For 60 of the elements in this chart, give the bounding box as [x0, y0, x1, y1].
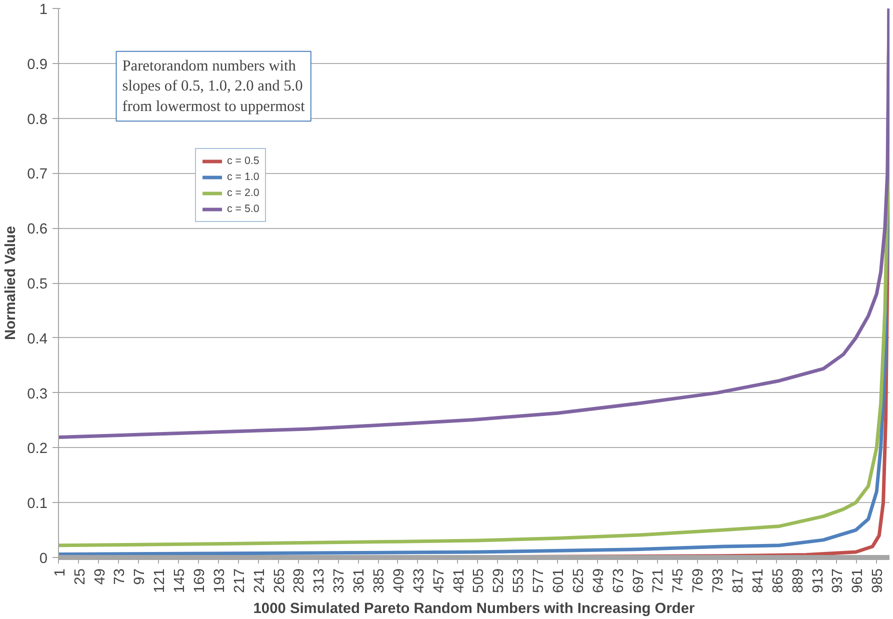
x-tick-label: 601	[551, 568, 568, 593]
x-tick-label: 841	[750, 568, 766, 593]
x-tick-label: 913	[810, 568, 826, 593]
legend-label: c = 1.0	[227, 171, 260, 183]
x-axis-title: 1000 Simulated Pareto Random Numbers with Increasing Order	[253, 600, 696, 617]
x-tick-label: 529	[491, 568, 508, 593]
legend-label: c = 0.5	[227, 155, 260, 167]
x-tick-label: 769	[690, 568, 707, 593]
legend-label: c = 5.0	[227, 203, 260, 215]
x-tick-label: 73	[112, 568, 128, 585]
x-tick-label: 553	[511, 568, 528, 593]
x-tick-label: 193	[212, 568, 228, 593]
x-tick-label: 121	[152, 568, 168, 593]
x-tick-label: 25	[72, 568, 88, 585]
x-tick-label: 289	[292, 568, 308, 593]
y-tick-label: 0.4	[27, 331, 48, 348]
annotation: Paretorandom numbers with slopes of 0.5, 1.0, 2.0 and 5.0 from lowermost to uppermost	[122, 57, 306, 116]
y-tick-label: 0.9	[27, 56, 48, 73]
x-tick-label: 97	[132, 568, 148, 585]
x-tick-label: 505	[471, 568, 488, 593]
x-tick-label: 673	[610, 568, 627, 593]
legend-label: c = 2.0	[227, 187, 260, 199]
x-tick-label: 1	[52, 568, 68, 577]
x-tick-label: 937	[830, 568, 846, 593]
x-tick-label: 361	[352, 568, 368, 593]
x-tick-label: 481	[451, 568, 468, 593]
x-tick-label: 577	[531, 568, 548, 593]
x-tick-label: 865	[770, 568, 786, 593]
x-tick-label: 313	[312, 568, 328, 593]
x-tick-label: 169	[192, 568, 208, 593]
x-tick-label: 961	[850, 568, 866, 593]
y-tick-label: 0.1	[27, 496, 48, 512]
x-tick-label: 457	[431, 568, 448, 593]
y-tick-label: 0.2	[27, 441, 48, 458]
x-tick-label: 145	[172, 568, 188, 593]
x-tick-label: 889	[790, 568, 806, 593]
x-tick-label: 433	[411, 568, 428, 593]
x-tick-label: 409	[391, 568, 408, 593]
x-tick-label: 745	[670, 568, 687, 593]
x-tick-label: 649	[590, 568, 607, 593]
x-tick-label: 265	[272, 568, 288, 593]
y-axis-title: Normalied Value	[3, 226, 20, 340]
x-tick-label: 697	[630, 568, 647, 593]
x-tick-label: 385	[372, 568, 388, 593]
x-tick-label: 625	[570, 568, 587, 593]
y-tick-label: 0.3	[27, 386, 48, 402]
y-tick-label: 0.7	[27, 166, 48, 183]
y-tick-label: 0	[39, 551, 48, 567]
y-tick-label: 0.6	[27, 222, 48, 238]
x-tick-label: 49	[92, 568, 108, 585]
x-tick-label: 985	[870, 568, 886, 593]
x-tick-label: 793	[710, 568, 727, 593]
x-tick-label: 217	[232, 568, 248, 593]
x-tick-label: 721	[650, 568, 667, 593]
y-tick-label: 1	[39, 2, 48, 18]
y-tick-label: 0.8	[27, 112, 48, 128]
x-tick-label: 241	[252, 568, 268, 593]
y-tick-label: 0.5	[27, 276, 48, 292]
x-tick-label: 337	[332, 568, 348, 593]
x-tick-label: 817	[730, 568, 747, 593]
